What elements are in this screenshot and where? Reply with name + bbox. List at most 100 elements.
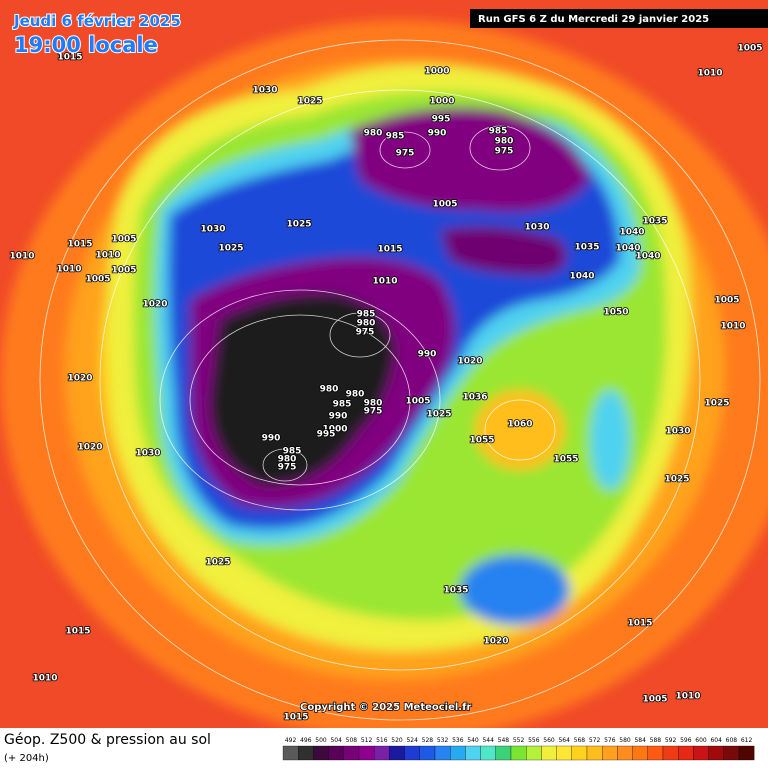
run-box [470,9,768,28]
scale-label: 544 [482,737,494,744]
pressure-label: 1010 [372,277,397,287]
color-scale: 492 496 500 504 508 512 516 520 524 528 532 536 540 5… [282,737,755,761]
scale-label: 592 [665,737,677,744]
scale-swatch [465,745,481,761]
pressure-label: 990 [428,129,447,139]
pressure-label: 1015 [57,53,82,63]
scale-swatch [586,745,603,761]
scale-label: 492 [285,737,297,744]
scale-label: 596 [680,737,692,744]
pressure-label: 980 [278,455,297,465]
pressure-label: 1020 [77,443,102,453]
pressure-label: 1036 [462,393,487,403]
pressure-label: 985 [283,447,302,457]
pressure-label: 1055 [469,436,494,446]
pressure-label: 1030 [524,223,549,233]
scale-label: 524 [406,737,418,744]
pressure-label: 995 [432,115,451,125]
scale-label: 500 [315,737,327,744]
pressure-label: 1010 [56,265,81,275]
scale-swatch [434,745,451,761]
scale-swatch [404,745,420,761]
pressure-label: 1030 [200,225,225,235]
scale-label: 512 [361,737,373,744]
scale-swatch [632,745,648,761]
scale-swatch [723,745,740,761]
scale-swatch [738,745,755,761]
pressure-label: 1035 [443,586,468,596]
pressure-label: 1030 [135,449,160,459]
scale-swatch [282,745,299,761]
pressure-label: 1025 [218,244,243,254]
pressure-label: 1005 [432,200,457,210]
scale-label: 540 [467,737,479,744]
pressure-label: 980 [364,129,383,139]
scale-label: 612 [741,737,753,744]
scale-label: 560 [543,737,555,744]
pressure-label: 1025 [426,410,451,420]
footer-subtitle: (+ 204h) [4,753,49,764]
scale-swatch [419,745,436,761]
pressure-label: 1040 [619,228,644,238]
pressure-label: 1005 [642,695,667,705]
pressure-label: 1000 [424,67,449,77]
pressure-label: 990 [418,350,437,360]
scale-swatch [495,745,512,761]
scale-label: 556 [528,737,540,744]
scale-swatch [450,745,466,761]
pressure-label: 975 [356,328,375,338]
scale-label: 564 [558,737,570,744]
scale-swatch [343,745,360,761]
scale-swatch [556,745,572,761]
scale-swatch [693,745,709,761]
pressure-label: 1020 [67,374,92,384]
scale-swatch [617,745,633,761]
scale-label: 608 [726,737,738,744]
pressure-label: 1060 [507,420,532,430]
scale-swatch [389,745,405,761]
pressure-label: 1035 [574,243,599,253]
pressure-label: 1050 [603,308,628,318]
date: Jeudi 6 février 2025 [13,12,181,30]
pressure-label: 1010 [9,252,34,262]
run: Run GFS 6 Z du Mercredi 29 janvier 2025 [478,14,709,25]
pressure-label: 985 [386,132,405,142]
pressure-label: 1010 [720,322,745,332]
scale-label: 588 [650,737,662,744]
pressure-label: 1010 [675,692,700,702]
pressure-label: 1020 [142,300,167,310]
pressure-label: 1025 [205,558,230,568]
pressure-label: 1025 [664,475,689,485]
scale-swatch [541,745,557,761]
scale-label: 548 [498,737,510,744]
pressure-label: 975 [495,147,514,157]
pressure-label: 980 [346,390,365,400]
pressure-label: 990 [262,434,281,444]
scale-swatch [526,745,542,761]
pressure-label: 980 [364,399,383,409]
pressure-label: 995 [317,430,336,440]
scale-swatch [678,745,694,761]
scale-swatch [358,745,375,761]
pressure-label: 1015 [283,713,308,723]
pressure-label: 980 [320,385,339,395]
scale-swatch [328,745,344,761]
pressure-label: 1055 [553,455,578,465]
pressure-label: 1010 [697,69,722,79]
scale-swatch [510,745,527,761]
pressure-label: 1040 [635,252,660,262]
scale-label: 572 [589,737,601,744]
scale-swatch [602,745,618,761]
pressure-label: 1015 [65,627,90,637]
scale-swatch [571,745,588,761]
pressure-label: 1010 [95,251,120,261]
footer-title: Géop. Z500 & pression au sol [4,732,211,748]
scale-label: 604 [710,737,722,744]
scale-swatch [708,745,724,761]
pressure-label: 1000 [322,425,347,435]
scale-label: 600 [695,737,707,744]
pressure-label: 1020 [457,357,482,367]
scale-label: 584 [634,737,646,744]
